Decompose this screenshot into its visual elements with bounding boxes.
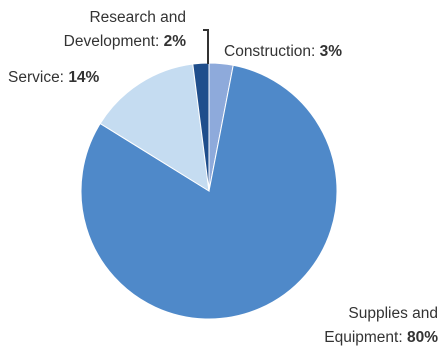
label-supplies-equipment: Supplies and Equipment: 80%: [324, 302, 438, 350]
label-service: Service: 14%: [8, 66, 99, 90]
label-research-development: Research and Development: 2%: [64, 6, 186, 54]
label-supplies-line2: Equipment:: [324, 329, 407, 346]
label-construction-name: Construction:: [224, 43, 320, 60]
label-supplies-value: 80%: [406, 329, 438, 346]
pie-slice-supplies-and-equipment: [80, 64, 338, 320]
label-research-line1: Research and: [89, 9, 186, 26]
label-research-value: 2%: [163, 33, 186, 50]
pie-slice-service: [99, 63, 210, 192]
label-service-name: Service:: [8, 69, 69, 86]
label-construction: Construction: 3%: [224, 40, 342, 64]
research-leader-line: [203, 29, 209, 64]
label-research-line2: Development:: [63, 33, 164, 50]
label-construction-value: 3%: [319, 43, 343, 60]
label-service-value: 14%: [68, 69, 100, 86]
label-supplies-line1: Supplies and: [348, 305, 438, 322]
